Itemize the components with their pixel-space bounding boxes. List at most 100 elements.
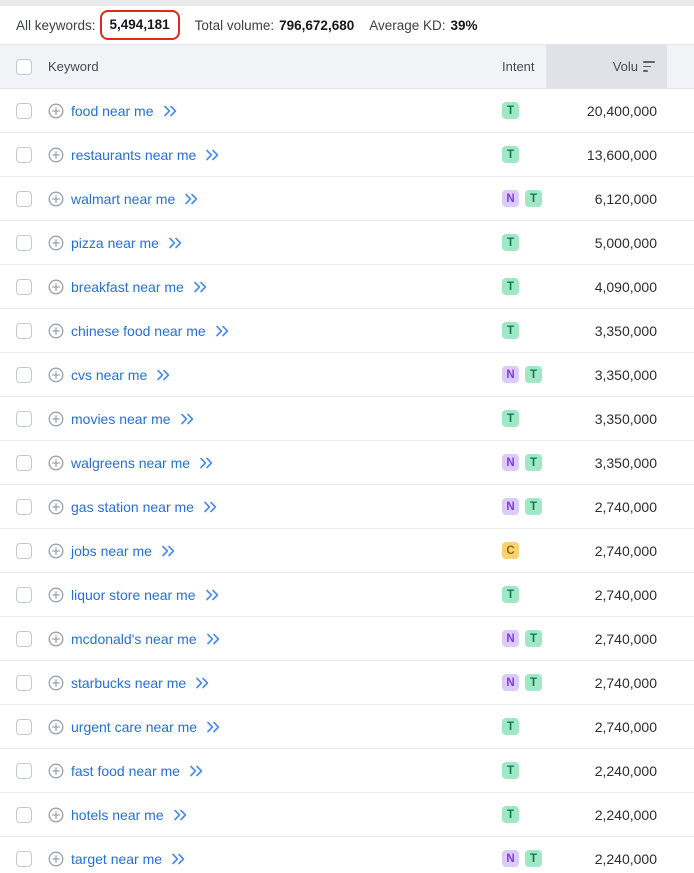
- expand-double-chevron-icon[interactable]: [206, 721, 221, 733]
- stat-average-kd: Average KD: 39%: [369, 18, 477, 33]
- keyword-link[interactable]: fast food near me: [71, 762, 180, 779]
- intent-badges: T: [502, 265, 519, 308]
- keyword-link[interactable]: movies near me: [71, 410, 171, 427]
- intent-badge-t: T: [525, 630, 542, 647]
- table-header: Keyword Intent Volu: [0, 45, 694, 89]
- expand-double-chevron-icon[interactable]: [193, 281, 208, 293]
- row-checkbox[interactable]: [16, 279, 32, 295]
- row-checkbox[interactable]: [16, 631, 32, 647]
- add-keyword-icon[interactable]: [48, 235, 64, 251]
- add-keyword-icon[interactable]: [48, 499, 64, 515]
- row-checkbox[interactable]: [16, 587, 32, 603]
- keyword-link[interactable]: breakfast near me: [71, 278, 184, 295]
- keyword-link[interactable]: restaurants near me: [71, 146, 197, 163]
- keyword-cell: movies near me: [48, 397, 195, 440]
- add-keyword-icon[interactable]: [48, 807, 64, 823]
- intent-badges: T: [502, 397, 519, 440]
- row-checkbox[interactable]: [16, 807, 32, 823]
- intent-badge-t: T: [502, 718, 519, 735]
- keyword-link[interactable]: starbucks near me: [71, 674, 187, 691]
- row-checkbox[interactable]: [16, 323, 32, 339]
- keyword-link[interactable]: walgreens near me: [71, 454, 191, 471]
- expand-double-chevron-icon[interactable]: [173, 809, 188, 821]
- expand-double-chevron-icon[interactable]: [205, 589, 220, 601]
- keyword-link[interactable]: hotels near me: [71, 806, 164, 823]
- volume-value: 3,350,000: [594, 410, 657, 427]
- total-volume-value: 796,672,680: [279, 17, 355, 33]
- table-row: pizza near me T 5,000,000: [0, 221, 694, 265]
- expand-double-chevron-icon[interactable]: [168, 237, 183, 249]
- add-keyword-icon[interactable]: [48, 455, 64, 471]
- row-checkbox[interactable]: [16, 411, 32, 427]
- row-checkbox[interactable]: [16, 191, 32, 207]
- keyword-link[interactable]: gas station near me: [71, 498, 194, 515]
- expand-double-chevron-icon[interactable]: [161, 545, 176, 557]
- add-keyword-icon[interactable]: [48, 851, 64, 867]
- keyword-link[interactable]: mcdonald's near me: [71, 630, 197, 647]
- row-checkbox[interactable]: [16, 675, 32, 691]
- keyword-link[interactable]: target near me: [71, 850, 163, 867]
- expand-double-chevron-icon[interactable]: [206, 633, 221, 645]
- expand-double-chevron-icon[interactable]: [189, 765, 204, 777]
- expand-double-chevron-icon[interactable]: [171, 853, 186, 865]
- keyword-link[interactable]: food near me: [71, 102, 154, 119]
- keyword-link[interactable]: liquor store near me: [71, 586, 196, 603]
- row-checkbox[interactable]: [16, 147, 32, 163]
- expand-double-chevron-icon[interactable]: [180, 413, 195, 425]
- add-keyword-icon[interactable]: [48, 279, 64, 295]
- intent-badge-t: T: [502, 146, 519, 163]
- row-checkbox[interactable]: [16, 543, 32, 559]
- keyword-link[interactable]: jobs near me: [71, 542, 152, 559]
- row-checkbox[interactable]: [16, 851, 32, 867]
- add-keyword-icon[interactable]: [48, 103, 64, 119]
- keyword-cell: walgreens near me: [48, 441, 214, 484]
- add-keyword-icon[interactable]: [48, 411, 64, 427]
- row-checkbox[interactable]: [16, 367, 32, 383]
- keyword-link[interactable]: pizza near me: [71, 234, 159, 251]
- row-checkbox[interactable]: [16, 719, 32, 735]
- row-checkbox[interactable]: [16, 455, 32, 471]
- add-keyword-icon[interactable]: [48, 147, 64, 163]
- intent-badge-c: C: [502, 542, 519, 559]
- keyword-link[interactable]: cvs near me: [71, 366, 148, 383]
- add-keyword-icon[interactable]: [48, 367, 64, 383]
- keyword-cell: target near me: [48, 837, 186, 873]
- add-keyword-icon[interactable]: [48, 191, 64, 207]
- row-checkbox[interactable]: [16, 499, 32, 515]
- add-keyword-icon[interactable]: [48, 675, 64, 691]
- keyword-link[interactable]: chinese food near me: [71, 322, 206, 339]
- row-checkbox[interactable]: [16, 103, 32, 119]
- expand-double-chevron-icon[interactable]: [184, 193, 199, 205]
- add-keyword-icon[interactable]: [48, 719, 64, 735]
- expand-double-chevron-icon[interactable]: [215, 325, 230, 337]
- add-keyword-icon[interactable]: [48, 543, 64, 559]
- expand-double-chevron-icon[interactable]: [156, 369, 171, 381]
- select-all-checkbox[interactable]: [16, 59, 32, 75]
- row-checkbox[interactable]: [16, 235, 32, 251]
- expand-double-chevron-icon[interactable]: [205, 149, 220, 161]
- expand-double-chevron-icon[interactable]: [195, 677, 210, 689]
- add-keyword-icon[interactable]: [48, 587, 64, 603]
- table-row: breakfast near me T 4,090,000: [0, 265, 694, 309]
- volume-value: 2,240,000: [594, 762, 657, 779]
- row-checkbox[interactable]: [16, 763, 32, 779]
- keyword-link[interactable]: urgent care near me: [71, 718, 198, 735]
- add-keyword-icon[interactable]: [48, 631, 64, 647]
- expand-double-chevron-icon[interactable]: [203, 501, 218, 513]
- volume-value: 3,350,000: [594, 322, 657, 339]
- expand-double-chevron-icon[interactable]: [163, 105, 178, 117]
- add-keyword-icon[interactable]: [48, 763, 64, 779]
- expand-double-chevron-icon[interactable]: [199, 457, 214, 469]
- top-strip: [0, 0, 694, 6]
- all-keywords-label: All keywords:: [16, 17, 96, 33]
- intent-badges: T: [502, 309, 519, 352]
- intent-badge-n: N: [502, 674, 519, 691]
- volume-column-header[interactable]: Volu: [546, 45, 667, 88]
- keyword-cell: mcdonald's near me: [48, 617, 221, 660]
- add-keyword-icon[interactable]: [48, 323, 64, 339]
- keyword-link[interactable]: walmart near me: [71, 190, 176, 207]
- intent-badge-n: N: [502, 454, 519, 471]
- red-annotation-box: 5,494,181: [99, 10, 180, 40]
